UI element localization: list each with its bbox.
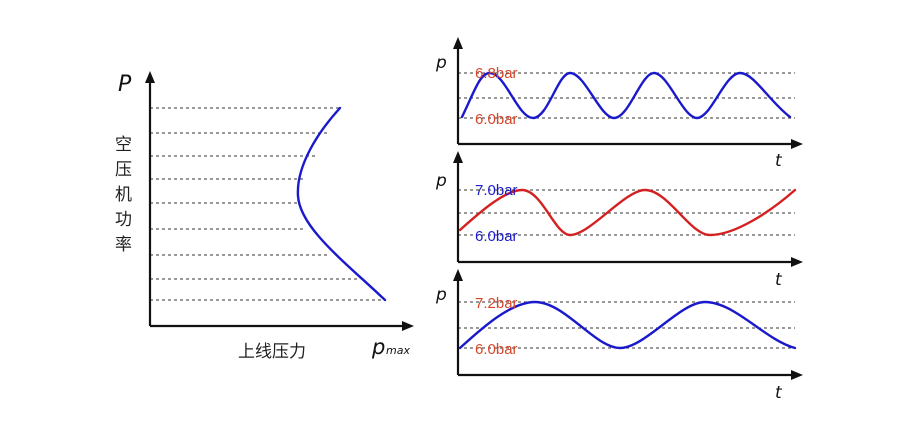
x-axis-label: 上线压力	[238, 342, 306, 362]
y-desc-char: 压	[115, 160, 132, 180]
y-axis-arrow	[453, 269, 463, 281]
y-desc-char: 空	[115, 135, 132, 155]
pressure-curve	[460, 71, 792, 120]
lower-pressure-label: 6.0bar	[475, 228, 518, 245]
x-axis-arrow	[791, 370, 803, 380]
y-desc-char: 率	[115, 235, 132, 255]
left-dashed-lines	[150, 107, 385, 301]
panel-3: 7.2bar 6.0bar p t	[435, 269, 803, 403]
x-axis-arrow	[402, 321, 414, 331]
x-axis-label: t	[775, 383, 783, 403]
x-axis-end-label: p	[371, 335, 385, 359]
panel-1: 6.8bar 6.0bar p t	[435, 37, 803, 171]
y-axis-label: P	[118, 72, 132, 97]
upper-pressure-label: 7.2bar	[475, 295, 518, 312]
lower-pressure-label: 6.0bar	[475, 111, 518, 128]
y-axis-arrow	[453, 151, 463, 163]
pressure-curve	[458, 188, 797, 237]
upper-pressure-label: 6.8bar	[475, 65, 518, 82]
x-axis-label: t	[775, 270, 783, 290]
y-axis-label: p	[435, 285, 447, 305]
x-axis-arrow	[791, 139, 803, 149]
y-axis-label: p	[435, 171, 447, 191]
x-axis-arrow	[791, 257, 803, 267]
panel-2: 7.0bar 6.0bar p t	[435, 151, 803, 290]
pressure-curve	[458, 300, 797, 350]
y-axis-arrow	[453, 37, 463, 49]
y-axis-description: 空 压 机 功 率	[115, 135, 132, 255]
lower-pressure-label: 6.0bar	[475, 341, 518, 358]
y-desc-char: 功	[115, 210, 132, 230]
y-desc-char: 机	[115, 185, 132, 205]
y-axis-arrow	[145, 71, 155, 83]
y-axis-label: p	[435, 53, 447, 73]
x-axis-label: t	[775, 151, 783, 171]
x-axis-end-subscript: max	[386, 344, 410, 357]
upper-pressure-label: 7.0bar	[475, 182, 518, 199]
left-chart: P 空 压 机 功 率 上线压力 p max	[115, 71, 414, 362]
power-curve	[296, 106, 387, 302]
